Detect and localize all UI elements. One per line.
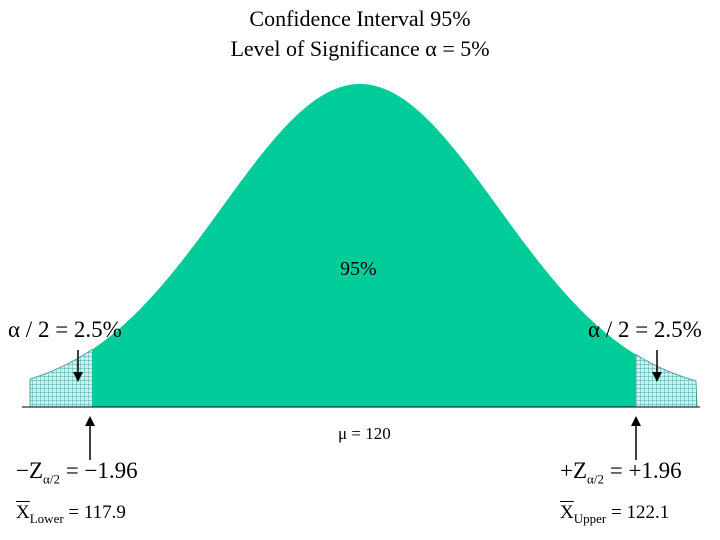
upper-critical-arrow (631, 416, 641, 460)
mean-label: μ = 120 (338, 424, 391, 443)
upper-bound-value: XUpper = 122.1 (560, 502, 670, 526)
right-tail-label: α / 2 = 2.5% (588, 317, 702, 342)
left-alpha-arrow (73, 350, 83, 382)
upper-z-value: +Zα/2 = +1.96 (560, 458, 682, 487)
lower-bound-value: XLower = 117.9 (16, 502, 126, 526)
confidence-region-label: 95% (340, 258, 377, 280)
chart-subtitle: Level of Significance α = 5% (230, 36, 490, 61)
acceptance-region (92, 84, 636, 407)
left-rejection-region (29, 349, 92, 408)
lower-critical-arrow (85, 416, 95, 460)
lower-z-value: −Zα/2 = −1.96 (16, 458, 138, 487)
right-alpha-arrow (652, 350, 662, 382)
left-tail-label: α / 2 = 2.5% (8, 317, 122, 342)
chart-title: Confidence Interval 95% (249, 6, 471, 31)
right-rejection-region (636, 354, 698, 408)
